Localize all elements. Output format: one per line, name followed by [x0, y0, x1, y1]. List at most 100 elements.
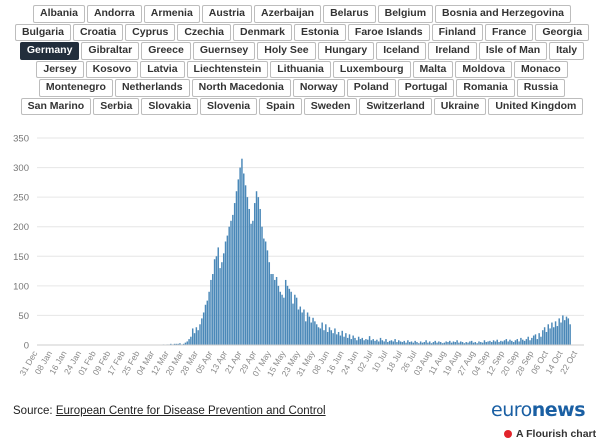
source-line: Source: European Centre for Disease Prev… [13, 405, 326, 417]
bar [232, 214, 234, 345]
country-button[interactable]: Kosovo [85, 60, 139, 78]
country-button[interactable]: Spain [259, 97, 302, 115]
country-button[interactable]: Italy [549, 42, 585, 60]
country-button[interactable]: Belgium [377, 5, 434, 23]
bar [257, 197, 260, 345]
country-button[interactable]: Armenia [143, 5, 200, 23]
bar [325, 324, 327, 345]
country-button[interactable]: Switzerland [359, 97, 432, 115]
country-button[interactable]: Russia [516, 79, 566, 97]
bar [501, 341, 504, 345]
source-link[interactable]: European Centre for Disease Prevention a… [55, 405, 326, 417]
bar [469, 341, 471, 345]
country-button[interactable]: Gibraltar [81, 42, 140, 60]
y-tick-label: 350 [13, 134, 29, 145]
bar [188, 339, 190, 345]
country-button[interactable]: Slovakia [141, 97, 198, 115]
bar [252, 220, 254, 345]
country-button[interactable]: Guernsey [192, 42, 256, 60]
country-button[interactable]: Bulgaria [14, 23, 71, 41]
bar [268, 262, 271, 345]
country-button[interactable]: Hungary [317, 42, 375, 60]
country-button[interactable]: United Kingdom [488, 97, 584, 115]
country-button[interactable]: Azerbaijan [253, 5, 322, 23]
y-tick-label: 200 [13, 222, 29, 233]
bar [547, 324, 549, 345]
bar [219, 268, 221, 345]
country-button[interactable]: Austria [201, 5, 252, 23]
country-button[interactable]: Albania [33, 5, 85, 23]
country-button[interactable]: Montenegro [38, 79, 113, 97]
country-button[interactable]: Liechtenstein [186, 60, 269, 78]
country-button[interactable]: Andorra [86, 5, 142, 23]
bar [239, 167, 241, 345]
country-button[interactable]: Estonia [293, 23, 346, 41]
bar [416, 342, 418, 345]
bar [412, 342, 415, 345]
bar [301, 312, 303, 345]
country-button[interactable]: Holy See [257, 42, 316, 60]
country-button[interactable]: Iceland [376, 42, 427, 60]
bar [186, 341, 188, 345]
country-button[interactable]: Germany [19, 42, 80, 60]
country-button[interactable]: Croatia [72, 23, 124, 41]
country-button[interactable]: Ireland [428, 42, 477, 60]
bar [487, 341, 489, 345]
country-button[interactable]: Latvia [140, 60, 185, 78]
country-button[interactable]: Georgia [535, 23, 590, 41]
bar [549, 328, 551, 345]
bar [545, 331, 548, 345]
country-button[interactable]: Denmark [233, 23, 292, 41]
bar [423, 342, 426, 345]
bar [443, 342, 446, 345]
bar [224, 241, 227, 345]
bar [365, 339, 367, 345]
country-button[interactable]: Poland [346, 79, 396, 97]
bar [357, 336, 360, 345]
bar [332, 333, 334, 345]
bar [255, 191, 258, 345]
bar [215, 256, 218, 345]
bar [398, 340, 400, 345]
country-button[interactable]: Portugal [397, 79, 455, 97]
country-button[interactable]: Monaco [513, 60, 568, 78]
country-button[interactable]: Belarus [323, 5, 376, 23]
country-button[interactable]: Ukraine [433, 97, 487, 115]
country-button[interactable]: San Marino [20, 97, 92, 115]
country-button[interactable]: Greece [141, 42, 191, 60]
country-button[interactable]: Norway [292, 79, 345, 97]
country-button[interactable]: Faroe Islands [347, 23, 430, 41]
bar [264, 241, 267, 345]
bar [314, 321, 316, 345]
country-button[interactable]: Netherlands [114, 79, 190, 97]
bar [429, 341, 431, 345]
bar [432, 342, 435, 345]
flourish-credit[interactable]: A Flourish chart [504, 428, 596, 440]
country-row: Albania Andorra Armenia Austria Azerbaijan Be… [22, 5, 582, 23]
country-button[interactable]: Jersey [36, 60, 84, 78]
country-button[interactable]: France [484, 23, 534, 41]
country-button[interactable]: Luxembourg [332, 60, 411, 78]
country-button[interactable]: Slovenia [199, 97, 258, 115]
country-button[interactable]: Czechia [177, 23, 232, 41]
country-button[interactable]: Bosnia and Herzegovina [435, 5, 571, 23]
bar [263, 238, 265, 345]
country-button[interactable]: Romania [456, 79, 515, 97]
country-button[interactable]: Malta [412, 60, 454, 78]
country-button[interactable]: Moldova [455, 60, 512, 78]
bar [374, 340, 376, 345]
country-button[interactable]: Serbia [93, 97, 140, 115]
brand-part2: news [531, 399, 586, 421]
country-button[interactable]: North Macedonia [191, 79, 291, 97]
country-button[interactable]: Isle of Man [478, 42, 548, 60]
bar [472, 342, 475, 345]
bar [554, 321, 557, 345]
country-button[interactable]: Lithuania [270, 60, 331, 78]
country-button[interactable]: Sweden [303, 97, 358, 115]
country-row: Germany Gibraltar Greece Guernsey Holy See Hu… [19, 42, 585, 60]
country-button[interactable]: Finland [431, 23, 483, 41]
bar [436, 342, 438, 345]
bar [290, 291, 292, 345]
bar [306, 312, 309, 345]
country-button[interactable]: Cyprus [125, 23, 176, 41]
